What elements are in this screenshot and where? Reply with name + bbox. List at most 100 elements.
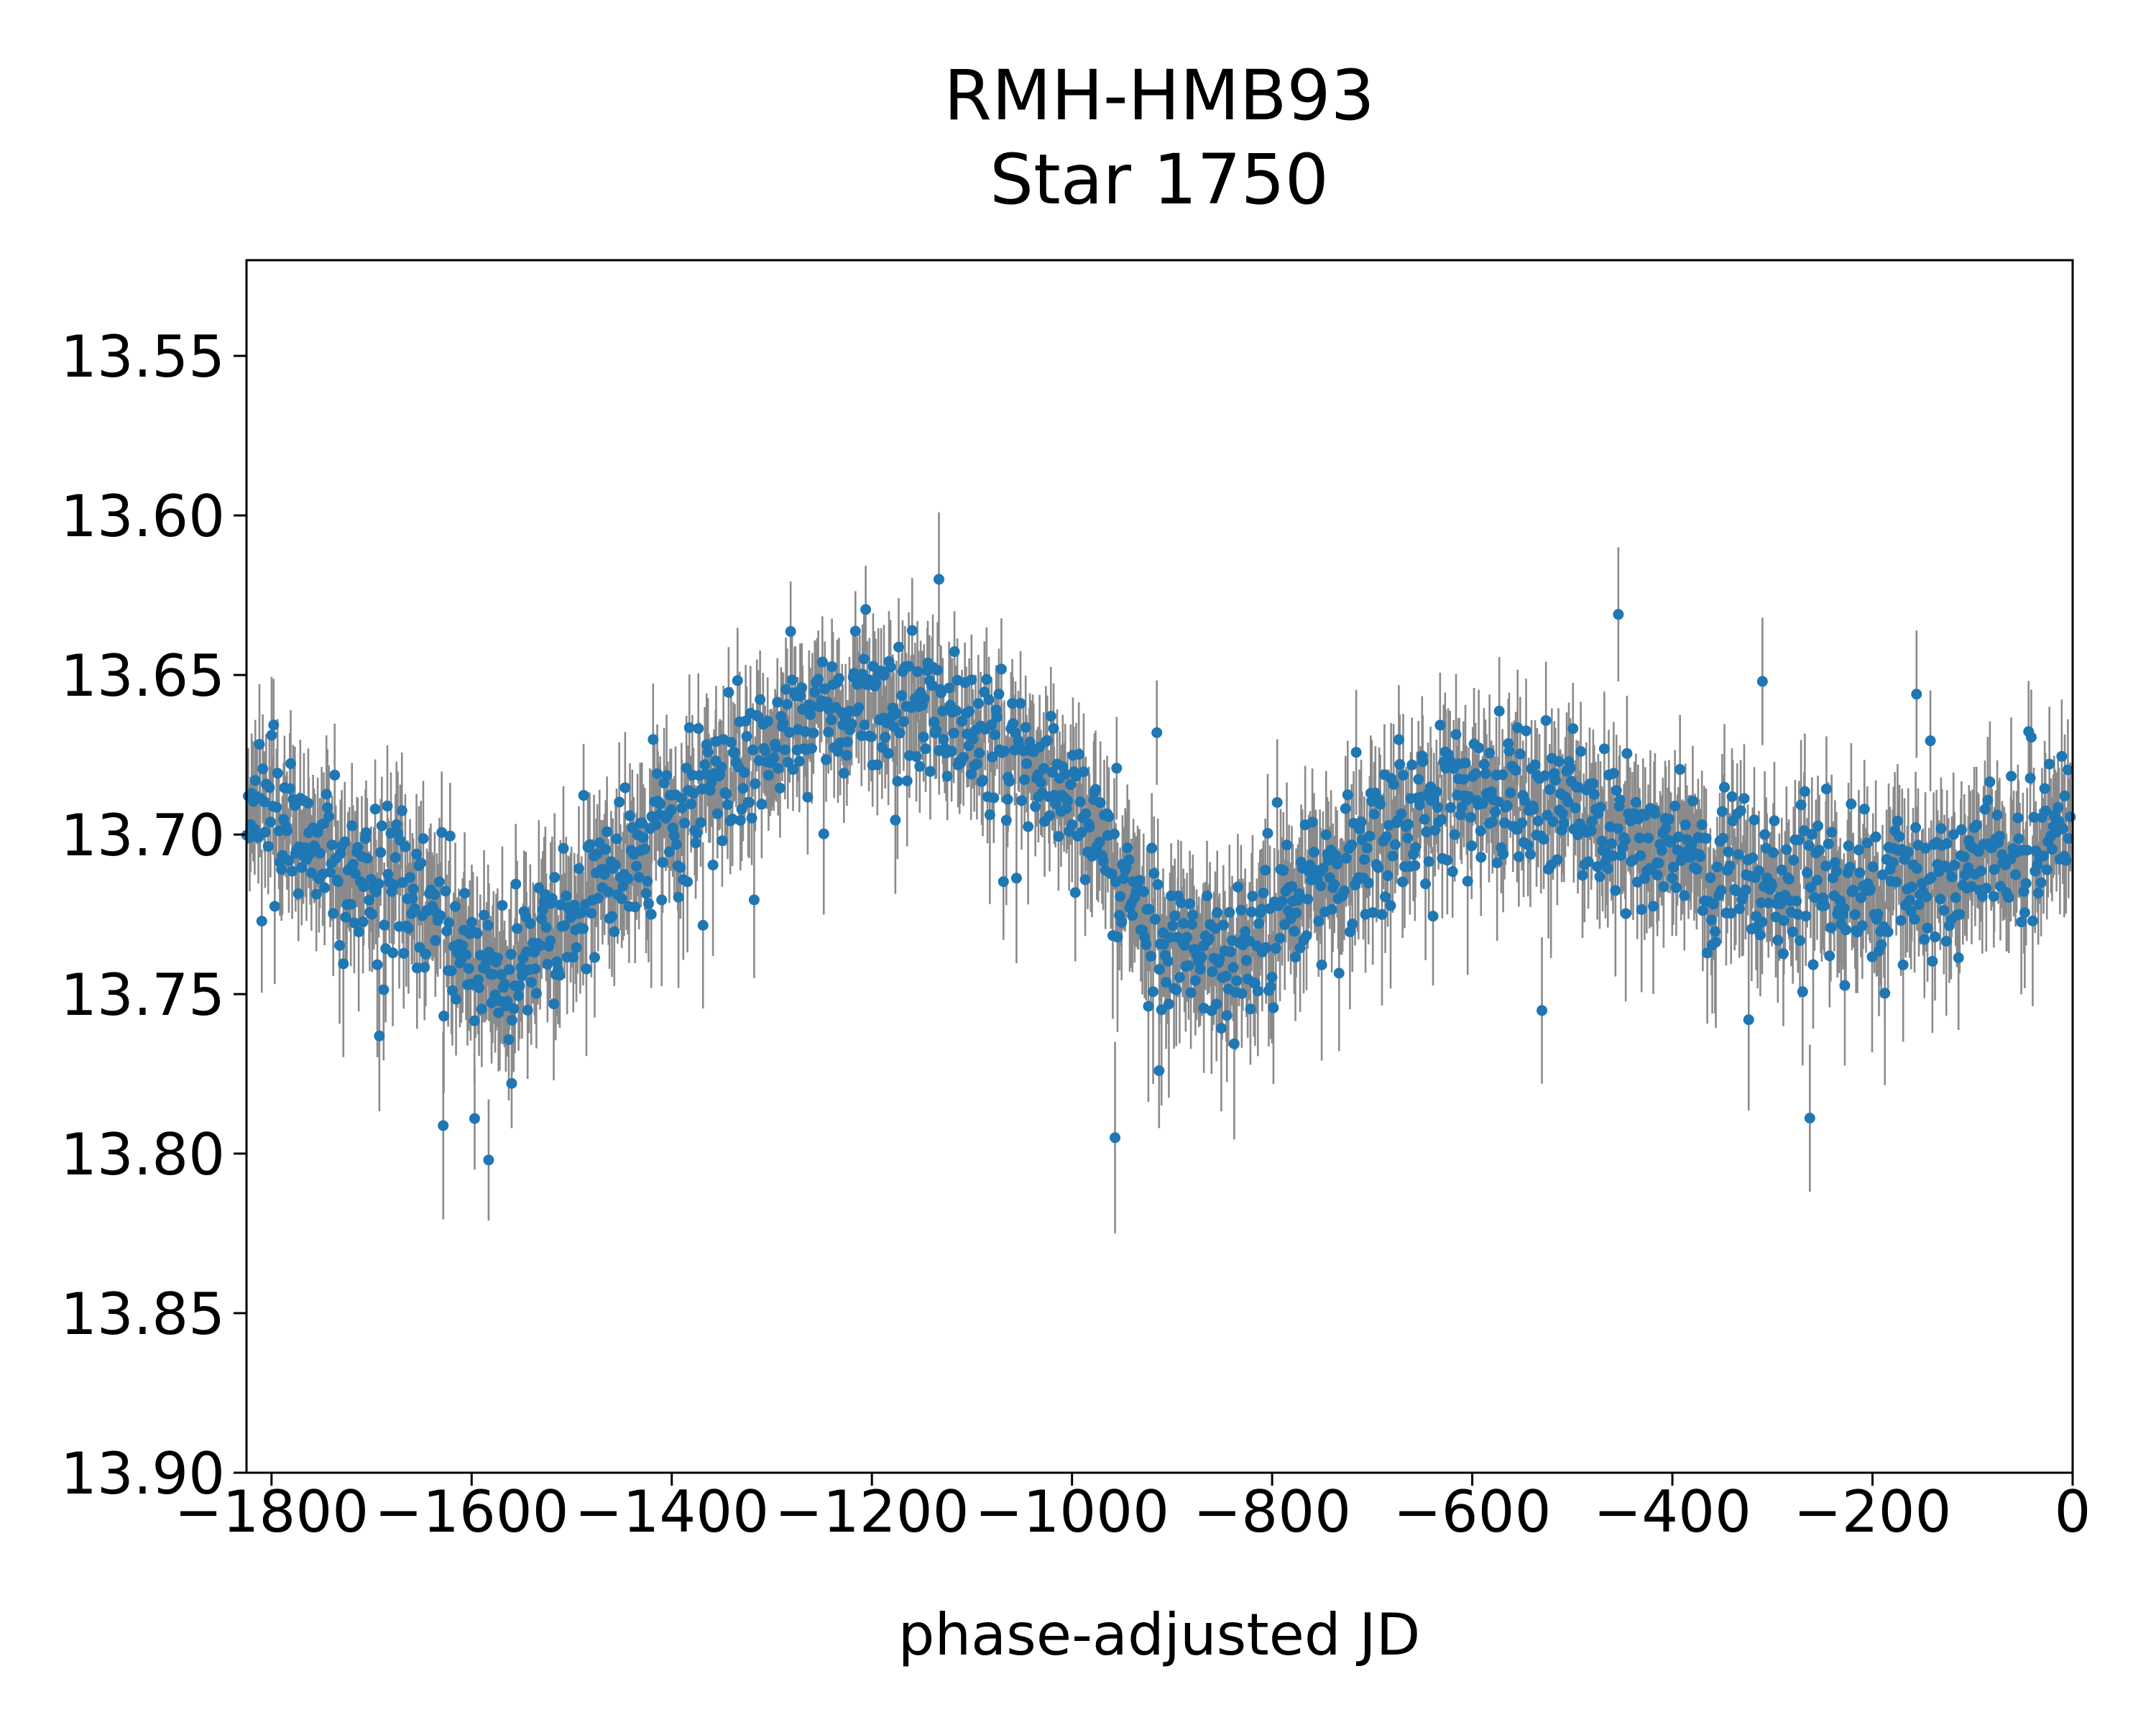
data-point: [1735, 805, 1746, 816]
data-point: [1767, 847, 1779, 858]
data-point: [603, 886, 614, 898]
data-point: [926, 680, 938, 691]
data-point: [1065, 779, 1077, 791]
data-point: [440, 886, 451, 897]
data-point: [264, 816, 276, 828]
data-point: [1777, 948, 1789, 960]
data-point: [1340, 803, 1351, 814]
data-point: [989, 729, 1000, 740]
data-point: [1089, 783, 1101, 795]
data-point: [1447, 866, 1458, 878]
data-point: [1094, 837, 1105, 848]
data-point: [1565, 762, 1576, 773]
data-point: [1672, 831, 1684, 842]
data-point: [1787, 926, 1799, 937]
data-point: [802, 791, 814, 803]
data-point: [1207, 966, 1218, 978]
data-point: [1030, 801, 1041, 812]
data-point: [554, 970, 566, 981]
data-point: [755, 694, 766, 705]
data-point: [1709, 926, 1720, 937]
data-point: [1800, 911, 1812, 922]
data-point: [345, 898, 356, 910]
data-point: [1145, 950, 1156, 962]
data-point: [806, 742, 817, 754]
data-point: [752, 711, 764, 722]
data-point: [932, 664, 944, 676]
data-point: [725, 737, 737, 748]
data-point: [1705, 872, 1716, 883]
data-point: [1253, 918, 1265, 929]
data-point: [1829, 857, 1841, 868]
data-point: [1949, 860, 1961, 871]
data-point: [804, 709, 816, 720]
data-point: [808, 727, 819, 739]
data-point: [1867, 861, 1879, 873]
data-point: [721, 788, 732, 800]
data-point: [740, 715, 752, 727]
data-point: [2028, 811, 2040, 823]
data-point: [998, 876, 1009, 888]
data-point: [1512, 722, 1524, 734]
data-point: [296, 862, 308, 873]
data-point: [1375, 799, 1386, 810]
data-point: [1382, 870, 1393, 881]
data-point: [522, 1004, 533, 1016]
data-point: [1258, 887, 1269, 898]
data-point: [1753, 865, 1764, 877]
data-point: [1716, 806, 1728, 817]
data-point: [1302, 893, 1314, 905]
data-point: [977, 774, 989, 786]
data-point: [1385, 900, 1396, 911]
data-point: [741, 730, 752, 742]
data-point: [1984, 776, 1996, 788]
data-point: [950, 705, 962, 717]
data-point: [1592, 861, 1603, 873]
data-point: [2041, 864, 2053, 875]
data-point: [338, 958, 349, 970]
data-point: [1649, 808, 1661, 819]
data-point: [1215, 1023, 1227, 1034]
data-point: [1044, 810, 1056, 822]
data-point: [1547, 816, 1559, 827]
data-point: [1373, 862, 1384, 873]
data-point: [1935, 823, 1947, 834]
data-point: [492, 952, 503, 964]
data-point: [1976, 891, 1988, 902]
data-point: [1996, 849, 2008, 860]
data-point: [1189, 975, 1201, 986]
y-tick-label: 13.75: [60, 962, 225, 1029]
data-point: [2027, 915, 2038, 926]
data-point: [2024, 773, 2036, 784]
data-point: [1490, 806, 1501, 818]
data-point: [966, 674, 977, 686]
data-point: [1981, 883, 1992, 894]
data-point: [1262, 827, 1273, 839]
data-point: [1122, 842, 1133, 854]
data-point: [778, 717, 789, 729]
data-point: [1635, 850, 1646, 861]
data-point: [1394, 759, 1406, 770]
data-point: [1807, 959, 1819, 970]
data-point: [1246, 906, 1258, 918]
x-tick-label: −800: [1193, 1478, 1351, 1545]
data-point: [530, 988, 542, 999]
data-point: [1570, 802, 1581, 814]
data-point: [419, 962, 430, 973]
data-point: [542, 958, 553, 970]
data-point: [622, 873, 634, 885]
data-point: [1196, 952, 1207, 963]
data-point: [378, 984, 390, 995]
data-point: [938, 734, 949, 745]
data-point: [1419, 814, 1430, 825]
data-point: [1695, 851, 1706, 862]
data-point: [706, 776, 717, 788]
y-tick-label: 13.80: [60, 1121, 225, 1188]
data-point: [1290, 952, 1302, 963]
data-point: [1838, 903, 1850, 914]
data-point: [2022, 845, 2033, 856]
data-point: [894, 727, 906, 739]
data-point: [949, 646, 960, 658]
data-point: [1705, 914, 1717, 926]
data-point: [602, 826, 613, 837]
